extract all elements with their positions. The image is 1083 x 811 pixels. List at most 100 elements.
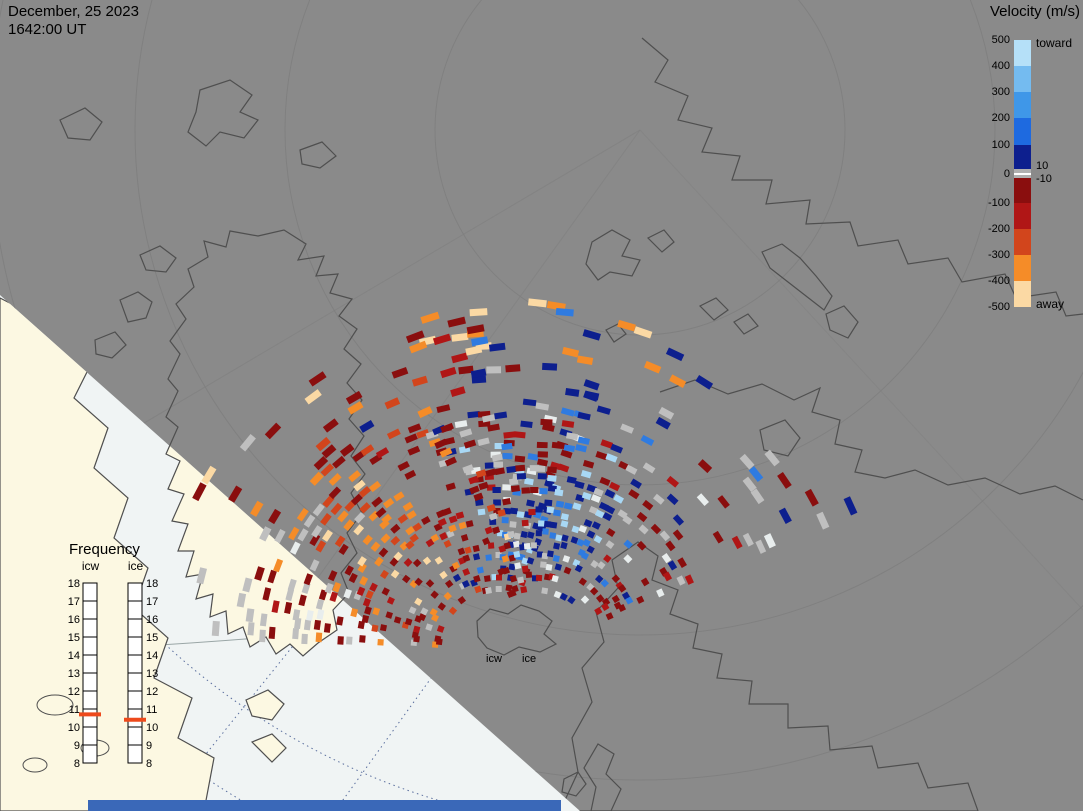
- fan-cell: [487, 423, 500, 432]
- fan-cell: [570, 536, 579, 544]
- fan-cell: [407, 423, 422, 434]
- fan-cell: [429, 608, 438, 617]
- fan-cell: [591, 521, 601, 530]
- fan-cell: [554, 563, 562, 571]
- fan-cell: [474, 585, 482, 594]
- fan-cell: [337, 636, 344, 645]
- coastlines-night: [59, 37, 1083, 811]
- fan-cell: [508, 554, 516, 562]
- fan-cell: [353, 524, 365, 536]
- fan-cell: [843, 496, 858, 516]
- velocity-colorbar-segment: [1014, 281, 1031, 307]
- fan-cell: [377, 639, 384, 646]
- fan-cell: [712, 530, 724, 544]
- fan-cell: [347, 401, 364, 415]
- frequency-tick-label: 12: [146, 686, 158, 698]
- fan-cell: [414, 577, 423, 587]
- fan-cell: [372, 607, 381, 616]
- fan-cell: [535, 506, 543, 513]
- frequency-tick-label: 17: [68, 596, 80, 608]
- fan-cell: [742, 476, 757, 493]
- fan-cell: [557, 463, 570, 473]
- fan-cell: [381, 587, 390, 596]
- fan-cell: [577, 411, 591, 421]
- fan-cell: [777, 471, 792, 489]
- fan-cell: [434, 556, 443, 565]
- fan-cell: [636, 595, 645, 604]
- fan-cell: [586, 484, 597, 493]
- fan-cell: [485, 554, 493, 561]
- fan-cell: [421, 516, 431, 526]
- fan-cell: [430, 590, 439, 599]
- fan-cell: [328, 486, 342, 500]
- fan-cell: [303, 573, 313, 586]
- fan-cell: [451, 561, 460, 570]
- fan-cell: [622, 515, 633, 525]
- velocity-colorbar-segment: [1014, 145, 1031, 169]
- fan-cell: [359, 502, 371, 514]
- fan-cell: [477, 437, 490, 446]
- fan-cell: [313, 619, 322, 631]
- fan-cell: [320, 512, 332, 526]
- velocity-colorbar-segment: [1014, 203, 1031, 229]
- fan-cell: [448, 606, 458, 616]
- frequency-tick-label: 14: [68, 650, 80, 662]
- frequency-tick-label: 15: [68, 632, 80, 644]
- coast-novaya-zemlya: [825, 305, 859, 339]
- fan-cell: [601, 602, 610, 612]
- fan-cell: [574, 480, 585, 489]
- fan-cell: [315, 436, 331, 452]
- velocity-colorbar-segment: [1014, 92, 1031, 118]
- fan-cell: [361, 614, 370, 624]
- timeline-bar[interactable]: [88, 800, 561, 811]
- fan-cell: [623, 554, 633, 564]
- fan-cell: [455, 511, 465, 520]
- fan-cell: [451, 332, 469, 342]
- fan-cell: [492, 526, 501, 535]
- fan-cell: [510, 507, 519, 515]
- fan-cell: [510, 485, 521, 493]
- fan-cell: [375, 507, 387, 518]
- fan-cell: [597, 561, 606, 570]
- fan-cell: [247, 622, 255, 636]
- coast-small-island: [733, 313, 759, 335]
- fan-cell: [554, 489, 564, 497]
- fan-cell: [458, 521, 467, 530]
- fan-cell: [362, 598, 371, 607]
- fan-cell: [439, 447, 453, 458]
- fan-cell: [493, 499, 501, 506]
- minus10-label: -10: [1036, 173, 1052, 185]
- fan-cell: [600, 439, 614, 449]
- fan-cell: [343, 519, 355, 531]
- fan-cell: [353, 479, 366, 492]
- fan-cell: [630, 478, 642, 489]
- fan-cell: [509, 575, 518, 583]
- fan-cell: [540, 418, 553, 426]
- fan-cell: [379, 624, 388, 632]
- fan-cell: [402, 501, 414, 512]
- fan-cell: [389, 557, 399, 567]
- coast-scandinavia: [559, 541, 979, 811]
- meridian-line: [639, 129, 1083, 611]
- fan-cell: [563, 566, 572, 575]
- fan-cell: [576, 355, 594, 365]
- fan-cell: [547, 474, 557, 482]
- fan-cell: [572, 502, 582, 511]
- frequency-tick-label: 15: [146, 632, 158, 644]
- fan-cell: [239, 433, 256, 452]
- velocity-colorbar-segment: [1014, 178, 1031, 203]
- velocity-colorbar: [1014, 40, 1031, 307]
- fan-cell: [322, 494, 335, 508]
- fan-cell: [505, 584, 513, 592]
- fan-cell: [611, 594, 620, 604]
- fan-cell: [552, 509, 562, 517]
- velocity-colorbar-segment: [1014, 66, 1031, 92]
- fan-cell: [527, 298, 547, 308]
- fan-cell: [472, 553, 481, 561]
- fan-cell: [748, 466, 764, 482]
- fan-cell: [470, 368, 487, 379]
- coast-russia-north: [641, 37, 1083, 317]
- fan-cell: [463, 439, 477, 449]
- fan-cell: [462, 554, 471, 563]
- fan-cell: [442, 507, 452, 516]
